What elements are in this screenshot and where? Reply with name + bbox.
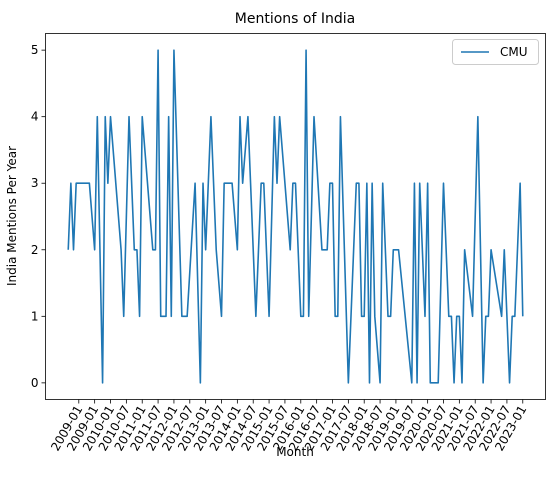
- chart-title: Mentions of India: [235, 11, 355, 27]
- y-tick-label: 4: [31, 110, 39, 124]
- y-axis-label: India Mentions Per Year: [5, 146, 19, 286]
- legend-label-cmu: CMU: [500, 45, 528, 59]
- series-line-cmu: [67, 49, 524, 384]
- y-tick-label: 2: [31, 243, 39, 257]
- y-tick-label: 5: [31, 43, 39, 57]
- y-tick-label: 3: [31, 176, 39, 190]
- legend-frame: [452, 39, 539, 65]
- x-axis-label: Month: [276, 445, 314, 459]
- y-tick-label: 1: [31, 309, 39, 323]
- y-axis: 0 1 2 3 4 5: [31, 43, 46, 390]
- legend: CMU: [452, 39, 539, 65]
- plot-frame: [45, 33, 546, 400]
- x-axis: 2009-012009-012010-012010-072011-012011-…: [48, 399, 529, 453]
- y-tick-label: 0: [31, 376, 39, 390]
